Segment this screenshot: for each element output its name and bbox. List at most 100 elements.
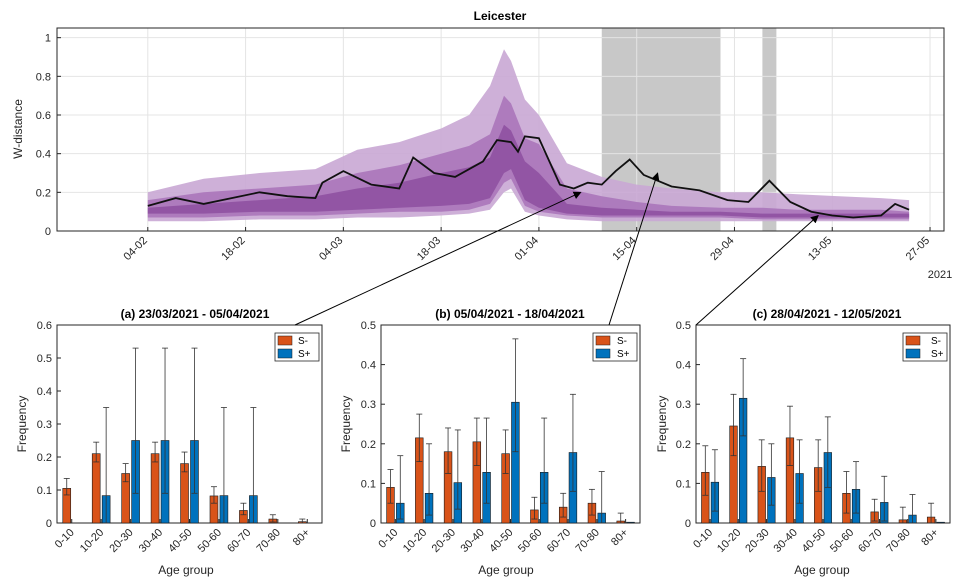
- y-tick-label-5: 1: [45, 33, 51, 45]
- panel-2-category-label-2: 20-30: [430, 527, 458, 555]
- panel-2-legend-swatch-S-: [595, 335, 611, 346]
- panel-c-xlabel: Age group: [794, 563, 850, 577]
- panel-3-y-tick-label-1: 0.1: [676, 478, 691, 490]
- panel-c-legend-s-minus: S-: [931, 336, 941, 347]
- panel-b-legend-s-plus: S+: [617, 349, 630, 360]
- connector-arrow-3: [695, 214, 819, 326]
- panel-1-bar-S--30-40: [150, 453, 160, 524]
- top-title: Leicester: [474, 9, 527, 23]
- panel-b-ylabel: Frequency: [339, 396, 353, 453]
- panel-3-legend-swatch-S-: [905, 335, 921, 346]
- x-tick-label-6: 29-04: [708, 235, 736, 263]
- top-year-label: 2021: [928, 269, 952, 281]
- panel-a-legend-s-plus: S+: [298, 349, 311, 360]
- panel-2-category-label-6: 60-70: [545, 527, 573, 555]
- panel-1-legend-swatch-S-: [277, 335, 293, 346]
- panel-1-category-label-4: 40-50: [166, 527, 194, 555]
- y-tick-label-0: 0: [45, 226, 51, 238]
- outer-band: [147, 49, 910, 222]
- panel-3-category-label-3: 30-40: [772, 527, 800, 555]
- panel-2-bar-S+-80+: [626, 521, 635, 524]
- x-tick-label-1: 18-02: [219, 235, 247, 263]
- panel-2-category-label-3: 30-40: [458, 527, 486, 555]
- x-tick-label-8: 27-05: [904, 235, 932, 263]
- inner-band: [147, 95, 910, 220]
- panel-1-y-tick-label-0: 0: [46, 518, 52, 530]
- panel-b-xlabel: Age group: [478, 563, 534, 577]
- panel-2-category-label-8: 80+: [609, 527, 631, 549]
- panel-3-bar-S+-80+: [936, 521, 945, 524]
- panel-1-category-label-2: 20-30: [107, 527, 135, 555]
- panel-1-bar-S--40-50: [180, 463, 189, 524]
- panel-3-category-label-5: 50-60: [828, 527, 856, 555]
- panel-2-y-tick-label-4: 0.4: [361, 360, 376, 372]
- core-band: [147, 124, 910, 218]
- panel-c-ylabel: Frequency: [655, 396, 669, 453]
- panel-2-legend-swatch-S+: [595, 348, 611, 359]
- panel-3-category-label-6: 60-70: [856, 527, 884, 555]
- x-tick-label-4: 01-04: [513, 235, 541, 263]
- panel-1-legend-swatch-S+: [277, 348, 293, 359]
- panel-1-y-tick-label-1: 0.1: [37, 485, 52, 497]
- panel-1-category-label-8: 80+: [291, 527, 313, 549]
- panel-3-legend-swatch-S+: [905, 348, 921, 359]
- panel-3-category-label-7: 70-80: [884, 527, 912, 555]
- panel-1-category-label-3: 30-40: [137, 527, 165, 555]
- panel-2-category-label-0: 0-10: [376, 527, 400, 551]
- panel-3-y-tick-label-2: 0.2: [676, 439, 691, 451]
- y-tick-label-3: 0.6: [36, 110, 51, 122]
- x-tick-label-0: 04-02: [122, 235, 150, 263]
- top-axes-frame: [56, 27, 945, 232]
- panel-2-y-tick-label-5: 0.5: [361, 320, 376, 332]
- y-tick-label-2: 0.4: [36, 149, 51, 161]
- panel-2-category-label-7: 70-80: [574, 527, 602, 555]
- w-distance-line: [147, 135, 910, 219]
- connector-arrow-2: [608, 172, 660, 326]
- panel-3-y-tick-label-4: 0.4: [676, 360, 691, 372]
- shaded-period-2: [762, 28, 777, 231]
- x-tick-label-5: 15-04: [610, 235, 638, 263]
- top-line-chart: 0 0.2 0.4 0.6 0.8 1 04-02 18-02 04-03 18-03 01-04 1…: [11, 9, 952, 281]
- panel-3-y-tick-label-3: 0.3: [676, 399, 691, 411]
- panel-2-category-label-5: 50-60: [516, 527, 544, 555]
- panel-1-y-tick-label-5: 0.5: [37, 353, 52, 365]
- panel-1-category-label-1: 10-20: [78, 527, 106, 555]
- panel-c-title: (c) 28/04/2021 - 12/05/2021: [753, 307, 902, 321]
- panel-1-category-label-5: 50-60: [196, 527, 224, 555]
- panel-1-bar-S--10-20: [91, 453, 101, 524]
- bar-panel-c: (c) 28/04/2021 - 12/05/2021 Frequency Ag…: [655, 307, 951, 577]
- panel-2-y-tick-label-2: 0.2: [361, 439, 376, 451]
- panel-2-y-tick-label-0: 0: [370, 518, 376, 530]
- panel-1-y-tick-label-3: 0.3: [37, 419, 52, 431]
- panel-3-category-label-4: 40-50: [800, 527, 828, 555]
- panel-b-title: (b) 05/04/2021 - 18/04/2021: [435, 307, 585, 321]
- panel-1-category-label-7: 70-80: [255, 527, 283, 555]
- connector-arrow-1: [294, 191, 582, 326]
- panel-3-y-tick-label-0: 0: [685, 518, 691, 530]
- panel-3-category-label-2: 20-30: [743, 527, 771, 555]
- panel-a-title: (a) 23/03/2021 - 05/04/2021: [121, 307, 270, 321]
- panel-2-category-label-4: 40-50: [487, 527, 515, 555]
- panel-a-legend-s-minus: S-: [298, 336, 308, 347]
- bar-panel-b: (b) 05/04/2021 - 18/04/2021 Frequency Ag…: [339, 307, 641, 577]
- x-tick-label-2: 04-03: [317, 235, 345, 263]
- y-tick-label-1: 0.2: [36, 187, 51, 199]
- panel-1-category-label-6: 60-70: [225, 527, 253, 555]
- x-tick-label-3: 18-03: [415, 235, 443, 263]
- x-tick-label-7: 13-05: [806, 235, 834, 263]
- panel-1-category-label-0: 0-10: [53, 527, 77, 551]
- panel-2-y-tick-label-3: 0.3: [361, 399, 376, 411]
- panel-1-y-tick-label-6: 0.6: [37, 320, 52, 332]
- panel-2-category-label-1: 10-20: [401, 527, 429, 555]
- panel-c-legend-s-plus: S+: [931, 349, 944, 360]
- panel-2-y-tick-label-1: 0.1: [361, 478, 376, 490]
- bar-panel-a: (a) 23/03/2021 - 05/04/2021 Frequency Ag…: [15, 307, 323, 577]
- panel-b-legend-s-minus: S-: [617, 336, 627, 347]
- panel-1-y-tick-label-4: 0.4: [37, 386, 52, 398]
- panel-3-category-label-0: 0-10: [691, 527, 715, 551]
- panel-1-y-tick-label-2: 0.2: [37, 452, 52, 464]
- panel-a-ylabel: Frequency: [15, 396, 29, 453]
- top-ylabel: W-distance: [11, 99, 25, 159]
- y-tick-label-4: 0.8: [36, 71, 51, 83]
